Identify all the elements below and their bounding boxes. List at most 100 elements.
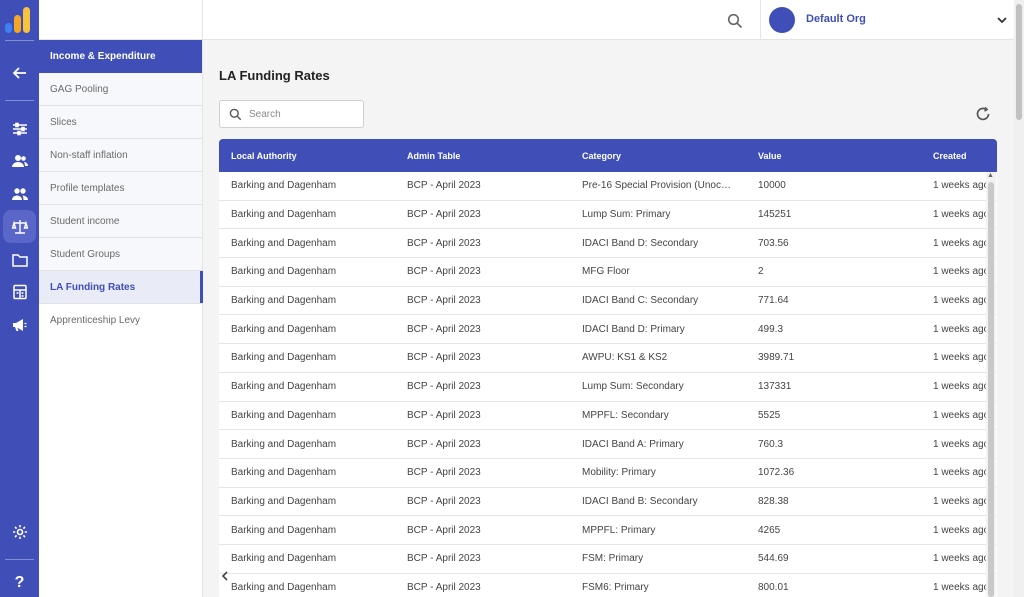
search-icon — [229, 108, 242, 121]
section-header: Income & Expenditure — [39, 40, 202, 73]
table-row[interactable]: Barking and Dagenham BCP - April 2023 MPPF… — [219, 402, 997, 431]
cell-admin-table: BCP - April 2023 — [407, 180, 481, 192]
cell-category: Lump Sum: Primary — [582, 209, 671, 221]
cell-created: 1 weeks ago — [933, 266, 990, 278]
cell-value: 800.01 — [758, 581, 789, 593]
cell-admin-table: BCP - April 2023 — [407, 438, 481, 450]
column-header-admin-table[interactable]: Admin Table — [407, 150, 461, 161]
cell-created: 1 weeks ago — [933, 295, 990, 307]
subnav-item-non-staff-inflation[interactable]: Non-staff inflation — [39, 139, 202, 172]
help-icon[interactable]: ? — [14, 573, 25, 591]
cell-value: 137331 — [758, 381, 792, 393]
search-field[interactable] — [219, 100, 364, 128]
icon-rail: ? — [0, 0, 39, 597]
table-row[interactable]: Barking and Dagenham BCP - April 2023 Lump… — [219, 201, 997, 230]
cell-created: 1 weeks ago — [933, 438, 990, 450]
scale-icon[interactable] — [3, 210, 36, 243]
app-logo[interactable] — [5, 7, 33, 33]
chevron-down-icon[interactable] — [996, 14, 1008, 26]
cell-value: 499.3 — [758, 323, 784, 335]
search-input[interactable] — [249, 106, 359, 122]
top-bar: Default Org — [203, 0, 1014, 40]
subnav-item-student-groups[interactable]: Student Groups — [39, 238, 202, 271]
cell-admin-table: BCP - April 2023 — [407, 209, 481, 221]
cell-category: MPPFL: Secondary — [582, 409, 669, 421]
cell-admin-table: BCP - April 2023 — [407, 495, 481, 507]
cell-admin-table: BCP - April 2023 — [407, 352, 481, 364]
cell-created: 1 weeks ago — [933, 381, 990, 393]
subnav-item-gag-pooling[interactable]: GAG Pooling — [39, 73, 202, 106]
cell-local-authority: Barking and Dagenham — [231, 295, 337, 307]
table-row[interactable]: Barking and Dagenham BCP - April 2023 IDAC… — [219, 287, 997, 316]
subnav-item-profile-templates[interactable]: Profile templates — [39, 172, 202, 205]
cell-category: IDACI Band A: Primary — [582, 438, 684, 450]
cell-local-authority: Barking and Dagenham — [231, 438, 337, 450]
table-row[interactable]: Barking and Dagenham BCP - April 2023 Lump… — [219, 373, 997, 402]
cell-created: 1 weeks ago — [933, 323, 990, 335]
org-name[interactable]: Default Org — [806, 13, 866, 25]
cell-category: Mobility: Primary — [582, 467, 656, 479]
cell-created: 1 weeks ago — [933, 581, 990, 593]
cell-value: 760.3 — [758, 438, 784, 450]
cell-local-authority: Barking and Dagenham — [231, 495, 337, 507]
column-header-local-authority[interactable]: Local Authority — [231, 150, 297, 161]
cell-local-authority: Barking and Dagenham — [231, 266, 337, 278]
folder-icon[interactable] — [4, 244, 35, 275]
table-row[interactable]: Barking and Dagenham BCP - April 2023 Pre-… — [219, 172, 997, 201]
column-header-value[interactable]: Value — [758, 150, 782, 161]
subnav-item-apprenticeship-levy[interactable]: Apprenticeship Levy — [39, 304, 202, 337]
subnav-item-la-funding-rates[interactable]: LA Funding Rates — [39, 271, 203, 304]
cell-admin-table: BCP - April 2023 — [407, 467, 481, 479]
refresh-icon[interactable] — [975, 106, 991, 122]
table-row[interactable]: Barking and Dagenham BCP - April 2023 IDAC… — [219, 315, 997, 345]
chevron-left-icon[interactable] — [219, 570, 231, 582]
subnav-spacer — [39, 0, 202, 40]
subnav-item-student-income[interactable]: Student income — [39, 205, 202, 238]
funding-rates-table: Local Authority Admin Table Category Val… — [219, 139, 997, 597]
cell-category: IDACI Band D: Primary — [582, 323, 685, 335]
cell-created: 1 weeks ago — [933, 553, 990, 565]
calculator-icon[interactable] — [4, 276, 35, 307]
table-row[interactable]: Barking and Dagenham BCP - April 2023 IDAC… — [219, 229, 997, 259]
cell-value: 5525 — [758, 409, 781, 421]
megaphone-icon[interactable] — [4, 309, 35, 340]
search-icon[interactable] — [727, 13, 743, 29]
cell-category: IDACI Band C: Secondary — [582, 295, 699, 307]
column-header-category[interactable]: Category — [582, 150, 622, 161]
column-header-created[interactable]: Created — [933, 150, 967, 161]
org-divider — [760, 0, 761, 40]
cell-value: 4265 — [758, 524, 781, 536]
table-row[interactable]: Barking and Dagenham BCP - April 2023 MFG … — [219, 258, 997, 287]
cell-admin-table: BCP - April 2023 — [407, 381, 481, 393]
cell-admin-table: BCP - April 2023 — [407, 295, 481, 307]
people-icon[interactable] — [4, 178, 35, 209]
users-icon[interactable] — [4, 145, 35, 176]
subnav-item-slices[interactable]: Slices — [39, 106, 202, 139]
page-title: LA Funding Rates — [219, 68, 330, 83]
table-row[interactable]: Barking and Dagenham BCP - April 2023 FSM:… — [219, 545, 997, 574]
gear-icon[interactable] — [4, 516, 35, 547]
cell-local-authority: Barking and Dagenham — [231, 553, 337, 565]
table-row[interactable]: Barking and Dagenham BCP - April 2023 FSM6… — [219, 574, 997, 597]
table-row[interactable]: Barking and Dagenham BCP - April 2023 Mobi… — [219, 459, 997, 488]
cell-admin-table: BCP - April 2023 — [407, 266, 481, 278]
cell-created: 1 weeks ago — [933, 495, 990, 507]
sliders-icon[interactable] — [4, 113, 35, 144]
page-scrollbar[interactable] — [1014, 0, 1024, 597]
org-avatar[interactable] — [769, 7, 795, 33]
table-body: Barking and Dagenham BCP - April 2023 Pre-… — [219, 172, 997, 597]
cell-admin-table: BCP - April 2023 — [407, 409, 481, 421]
table-row[interactable]: Barking and Dagenham BCP - April 2023 IDAC… — [219, 430, 997, 459]
cell-category: MFG Floor — [582, 266, 630, 278]
table-scrollbar[interactable]: ▲ — [986, 172, 996, 597]
table-row[interactable]: Barking and Dagenham BCP - April 2023 MPPF… — [219, 516, 997, 545]
table-header: Local Authority Admin Table Category Val… — [219, 139, 997, 172]
cell-value: 703.56 — [758, 237, 789, 249]
back-arrow-icon[interactable] — [4, 57, 35, 88]
cell-local-authority: Barking and Dagenham — [231, 323, 337, 335]
cell-category: FSM: Primary — [582, 553, 644, 565]
table-row[interactable]: Barking and Dagenham BCP - April 2023 IDAC… — [219, 488, 997, 517]
cell-category: IDACI Band B: Secondary — [582, 495, 698, 507]
table-row[interactable]: Barking and Dagenham BCP - April 2023 AWPU… — [219, 344, 997, 373]
scroll-up-arrow-icon[interactable]: ▲ — [987, 172, 994, 179]
